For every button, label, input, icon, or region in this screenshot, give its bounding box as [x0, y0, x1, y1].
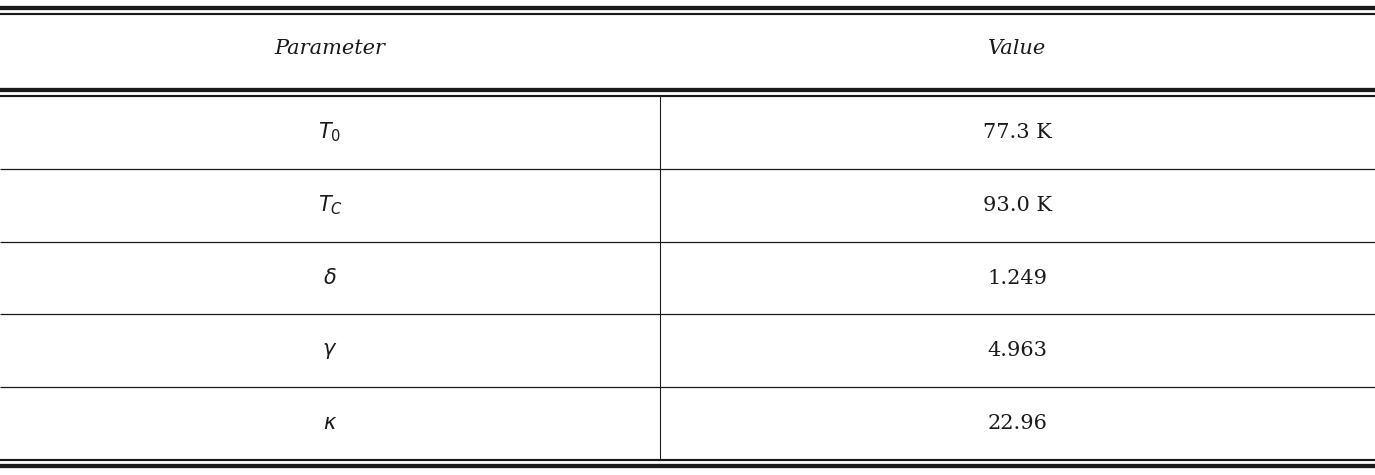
Text: $T_C$: $T_C$ [318, 193, 342, 217]
Text: $\gamma$: $\gamma$ [322, 341, 338, 361]
Text: $T_0$: $T_0$ [319, 121, 341, 144]
Text: 4.963: 4.963 [987, 342, 1048, 361]
Text: 93.0 K: 93.0 K [983, 196, 1052, 215]
Text: Value: Value [989, 39, 1046, 58]
Text: $\kappa$: $\kappa$ [323, 414, 337, 433]
Text: 22.96: 22.96 [987, 414, 1048, 433]
Text: 1.249: 1.249 [987, 268, 1048, 287]
Text: Parameter: Parameter [275, 39, 385, 58]
Text: $\delta$: $\delta$ [323, 268, 337, 288]
Text: 77.3 K: 77.3 K [983, 123, 1052, 142]
